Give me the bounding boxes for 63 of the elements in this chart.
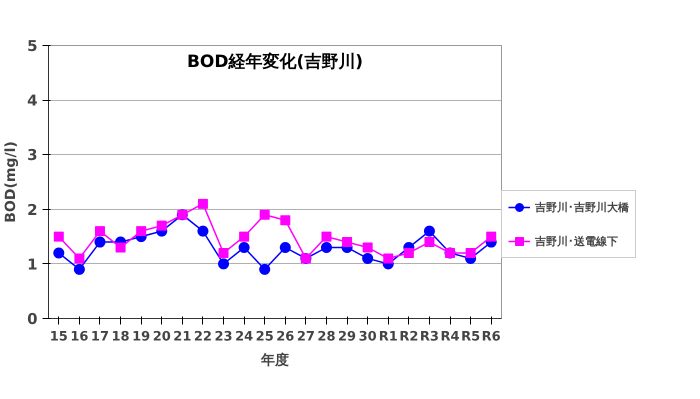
x-tick-label: 17 (90, 330, 110, 344)
point (342, 237, 352, 248)
x-tick-label: 22 (194, 330, 212, 344)
point (362, 242, 373, 253)
x-tick-label: 25 (256, 330, 274, 344)
x-tick-label: R1 (378, 330, 398, 344)
x-tick-label: 21 (173, 330, 192, 344)
x-tick-label: R3 (420, 330, 439, 344)
point (218, 248, 229, 258)
legend-label: 吉野川･吉野川大橋 (535, 200, 629, 214)
y-tick-label: 4 (27, 92, 38, 110)
y-tick-label: 1 (27, 255, 38, 274)
x-tick-label: 19 (132, 330, 150, 344)
point (136, 226, 146, 236)
x-tick-label: 27 (296, 330, 315, 344)
x-tick-label: 23 (214, 330, 233, 344)
point (404, 248, 414, 258)
x-tick-label: 30 (358, 330, 377, 344)
y-tick-label: 2 (27, 200, 38, 219)
point (218, 258, 230, 270)
point (321, 232, 332, 242)
point (116, 242, 126, 253)
point (94, 236, 106, 248)
x-tick-label: 16 (70, 330, 88, 344)
chart-title: BOD経年変化(吉野川) (186, 52, 364, 72)
point (156, 220, 167, 231)
x-tick-label: 20 (152, 330, 171, 344)
x-tick-label: R2 (399, 330, 418, 344)
x-tick-label: R4 (440, 330, 460, 344)
point (239, 232, 250, 242)
x-tick-label: 15 (50, 330, 68, 344)
point (197, 226, 208, 237)
point (198, 198, 208, 209)
point (94, 226, 105, 236)
x-tick-label: 29 (338, 330, 356, 344)
x-tick-label: R6 (482, 330, 501, 344)
y-tick-label: 5 (27, 37, 38, 55)
x-tick-label: 26 (276, 330, 294, 344)
legend-label: 吉野川･送電線下 (535, 234, 618, 248)
point (424, 226, 435, 237)
x-tick-label: 28 (317, 330, 336, 344)
point (54, 232, 64, 242)
point (280, 242, 291, 254)
point (320, 242, 332, 254)
point (362, 252, 374, 264)
point (466, 248, 476, 258)
y-axis-title: BOD(mg/l) (3, 141, 20, 223)
y-tick-label: 3 (27, 146, 38, 164)
x-tick-label: R5 (461, 330, 480, 344)
point (74, 253, 84, 264)
point (53, 247, 64, 258)
point (259, 264, 270, 275)
point (238, 242, 250, 254)
point (486, 232, 496, 242)
point (424, 237, 434, 248)
x-tick-label: 18 (112, 330, 130, 344)
x-axis-title: 年度 (260, 352, 289, 368)
point (383, 253, 394, 264)
point (280, 215, 290, 226)
y-tick-label: 0 (27, 310, 38, 328)
point (74, 264, 85, 275)
point (260, 210, 270, 220)
x-tick-label: 24 (235, 330, 254, 344)
